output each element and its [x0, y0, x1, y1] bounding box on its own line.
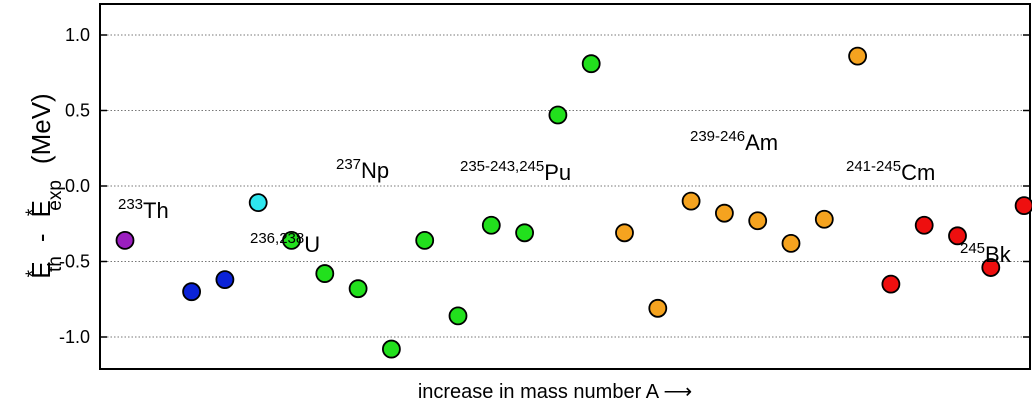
- group-label-u: 236,238U: [250, 230, 320, 257]
- y-tick-label: -0.5: [59, 252, 90, 272]
- data-point-am: [715, 203, 734, 223]
- data-point-pu: [515, 223, 534, 243]
- grid-lines: [100, 34, 1030, 338]
- data-point-u: [182, 282, 202, 302]
- data-point-th: [115, 230, 135, 250]
- group-label-cm: 241-245Cm: [846, 158, 935, 185]
- y-tick-label: 0.5: [65, 101, 90, 121]
- data-points: [115, 46, 1032, 359]
- y-axis: 1.0 0.5 0.0 -0.5 -1.0: [59, 25, 1030, 347]
- data-point-am: [648, 298, 668, 318]
- group-label-pu: 235-243,245Pu: [460, 158, 571, 185]
- data-point-pu: [481, 215, 501, 235]
- data-point-pu: [348, 279, 368, 299]
- y-unit: (MeV): [26, 93, 56, 164]
- y-minus: -: [26, 233, 56, 242]
- data-point-pu: [282, 230, 301, 250]
- y-term1-sub: th: [45, 256, 66, 272]
- group-label-mass: 237: [336, 156, 361, 173]
- data-point-am: [781, 233, 801, 253]
- data-point-am: [681, 191, 701, 211]
- group-label-am: 239-246Am: [690, 128, 778, 155]
- data-point-pu: [581, 54, 601, 74]
- y-term2-sub: exp: [45, 180, 66, 211]
- group-label-element: Pu: [544, 160, 571, 185]
- group-label-mass: 236,238: [250, 230, 304, 247]
- group-label-mass: 235-243,245: [460, 158, 544, 175]
- group-label-element: Th: [143, 198, 169, 223]
- data-point-pu: [415, 230, 435, 250]
- data-point-cm: [948, 226, 967, 246]
- y-tick-label: -1.0: [59, 327, 90, 347]
- group-label-mass: 239-246: [690, 128, 745, 145]
- data-point-pu: [448, 306, 468, 326]
- group-label-element: U: [304, 232, 320, 257]
- data-point-am: [814, 209, 834, 229]
- group-label-element: Cm: [901, 160, 935, 185]
- group-label-element: Am: [745, 130, 778, 155]
- data-point-cm: [1014, 196, 1032, 216]
- data-point-am: [748, 211, 768, 231]
- group-label-bk: 245Bk: [960, 240, 1012, 267]
- data-point-pu: [381, 339, 401, 359]
- data-point-am: [848, 46, 867, 66]
- group-label-element: Np: [361, 158, 389, 183]
- data-point-am: [615, 223, 634, 243]
- data-point-u: [215, 270, 235, 290]
- data-point-cm: [914, 215, 934, 235]
- data-point-np: [248, 193, 268, 213]
- group-label-mass: 233: [118, 196, 143, 213]
- plot-frame: [99, 3, 1031, 370]
- data-point-cm: [881, 274, 901, 294]
- y-term1-sup: *: [23, 269, 44, 277]
- x-axis-title: increase in mass number A ⟶: [418, 381, 692, 403]
- data-point-pu: [315, 264, 335, 283]
- group-label-np: 237Np: [336, 156, 389, 183]
- y-axis-title: E*th-E*exp(MeV): [23, 93, 66, 278]
- group-label-mass: 245: [960, 240, 985, 257]
- y-term2-base: E: [26, 200, 56, 217]
- data-point-pu: [548, 105, 568, 125]
- group-label-mass: 241-245: [846, 158, 901, 175]
- group-label-element: Bk: [985, 242, 1012, 267]
- y-tick-label: 0.0: [65, 176, 90, 196]
- data-point-cm: [981, 258, 1001, 277]
- group-labels: 233Th 236,238U 237Np 235-243,245Pu 239-246Am…: [118, 128, 1012, 267]
- y-term1-base: E: [26, 261, 56, 278]
- y-term2-sup: *: [23, 208, 44, 216]
- y-tick-label: 1.0: [65, 25, 90, 45]
- group-label-th: 233Th: [118, 196, 169, 223]
